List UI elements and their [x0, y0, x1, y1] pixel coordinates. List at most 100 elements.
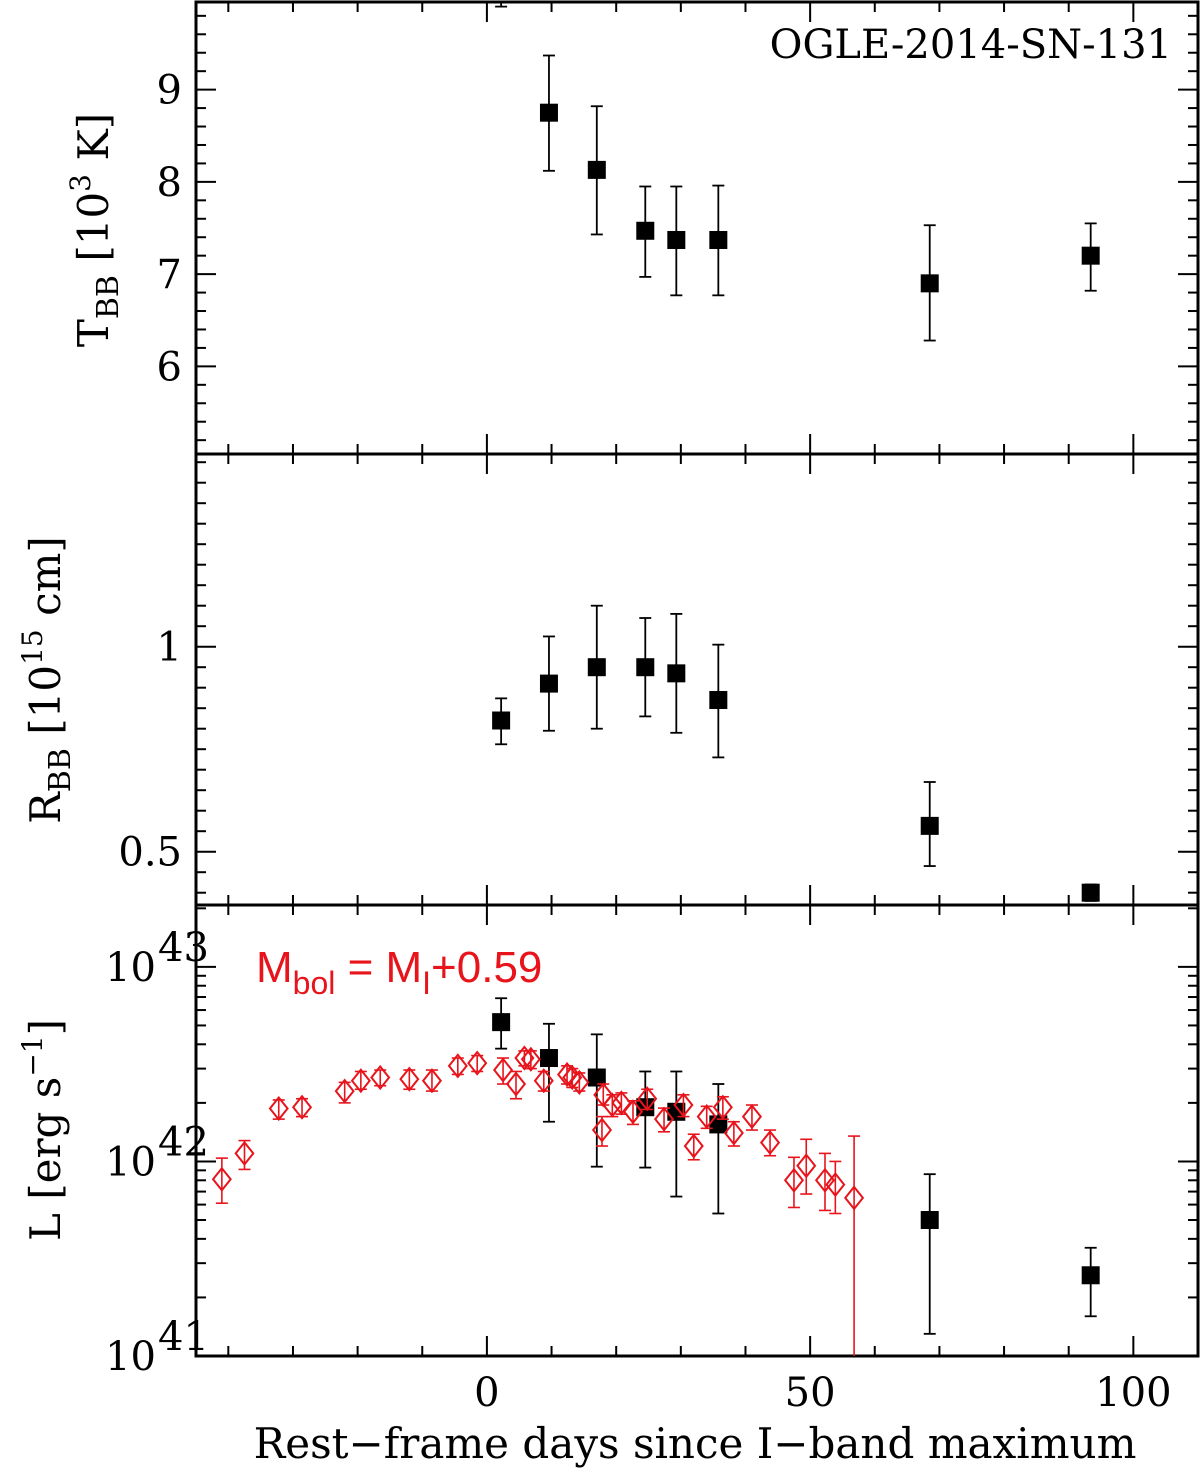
data-point-square [667, 664, 686, 683]
y-tick-label: 9 [157, 68, 182, 114]
data-point-diamond [533, 1068, 554, 1094]
data-point-square [539, 1049, 558, 1068]
mbol-label-sub1: bol [293, 965, 336, 1001]
data-point-diamond [759, 1129, 781, 1156]
data-point-diamond [520, 1046, 541, 1072]
ylabel-radius-sup: 15 [16, 629, 49, 665]
data-point-square [709, 1115, 728, 1134]
data-point-diamond [505, 1071, 527, 1097]
data-point-square [1081, 883, 1100, 902]
data-point-diamond [268, 1095, 289, 1122]
panel-middle-frame [194, 452, 1200, 907]
object-annotation: OGLE-2014-SN-131 [770, 22, 1172, 68]
data-marks [211, 2, 1100, 1356]
data-point-diamond [696, 1104, 717, 1130]
data-point-square [636, 658, 655, 677]
x-tick-label: 50 [785, 1370, 836, 1416]
data-point-square [587, 160, 606, 179]
y-tick-label: 7 [157, 252, 182, 298]
mbol-label-mid: = M [335, 943, 422, 992]
data-point-diamond [421, 1068, 443, 1094]
mbol-label-sub2: I [422, 965, 431, 1001]
ylabel-temperature-tail1: [10 [69, 192, 118, 275]
data-point-square [539, 103, 558, 122]
ylabel-radius-tail2: cm] [21, 536, 70, 629]
data-point-diamond [622, 1099, 644, 1125]
data-point-diamond [492, 1057, 514, 1083]
data-point-diamond [234, 1140, 255, 1166]
data-point-diamond [591, 1117, 613, 1143]
y-tick-label-exponent: 43 [158, 925, 209, 971]
data-point-square [492, 1013, 511, 1032]
data-point-square [667, 230, 686, 249]
data-point-square [709, 230, 728, 249]
data-point-diamond [796, 1153, 817, 1179]
data-point-square [492, 711, 511, 730]
y-tick-label: 10 [105, 1139, 156, 1185]
panel-bottom-frame [194, 903, 1200, 1358]
y-tick-label-exponent: 42 [158, 1119, 209, 1165]
data-point-diamond [637, 1086, 658, 1112]
ylabel-radius-sub: BB [43, 748, 78, 792]
data-point-square [667, 1102, 686, 1121]
data-point-diamond [291, 1094, 313, 1120]
mbol-label-tail: +0.59 [431, 943, 542, 992]
data-point-square [636, 221, 655, 240]
data-point-diamond [370, 1064, 391, 1091]
data-point-square [587, 658, 606, 677]
ylabel-temperature-main: T [69, 319, 118, 347]
data-point-diamond [611, 1090, 632, 1116]
ylabel-temperature-tail2: K] [69, 113, 118, 174]
ylabel-luminosity: L [erg s−1] [16, 1019, 70, 1241]
data-point-diamond [741, 1104, 763, 1130]
data-point-diamond [447, 1053, 468, 1079]
mbol-label-main: M [256, 943, 293, 992]
data-point-diamond [602, 1092, 623, 1118]
ylabel-luminosity-main: L [erg s [21, 1077, 70, 1241]
ylabel-radius-main: R [21, 791, 70, 824]
data-point-diamond [569, 1069, 590, 1095]
data-point-diamond [783, 1167, 805, 1193]
data-point-diamond [467, 1050, 488, 1076]
data-point-square [709, 691, 728, 709]
ylabel-temperature-sub: BB [91, 275, 126, 319]
data-point-diamond [211, 1166, 232, 1192]
ylabel-temperature: TBB [103 K] [64, 113, 126, 347]
x-tick-label: 100 [1095, 1370, 1171, 1416]
ylabel-temperature-sup: 3 [64, 174, 97, 192]
axis-ticks [196, 2, 1199, 1357]
y-tick-label: 0.5 [118, 830, 182, 876]
ylabel-luminosity-sup: −1 [16, 1035, 49, 1076]
data-point-square [920, 816, 939, 835]
data-point-square [1081, 246, 1100, 265]
data-point-diamond [673, 1092, 694, 1118]
ylabel-luminosity-tail: ] [21, 1019, 70, 1035]
data-point-square [587, 1068, 606, 1087]
data-point-diamond [825, 1172, 846, 1198]
data-point-diamond [844, 1185, 865, 1211]
data-point-square [920, 1211, 939, 1230]
y-tick-label: 1 [157, 625, 182, 671]
y-tick-label: 10 [105, 1334, 156, 1380]
data-point-square [1081, 1266, 1100, 1285]
xlabel: Rest−frame days since I−band maximum [254, 1419, 1137, 1468]
data-point-diamond [683, 1133, 704, 1159]
data-point-diamond [814, 1167, 836, 1193]
ylabel-radius: RBB [1015 cm] [16, 536, 78, 824]
y-tick-label-exponent: 41 [158, 1314, 209, 1360]
data-point-square [539, 674, 558, 693]
data-point-diamond [350, 1068, 371, 1094]
mbol-label: Mbol = MI+0.59 [256, 943, 542, 1001]
x-tick-label: 0 [474, 1370, 499, 1416]
data-point-diamond [712, 1094, 733, 1120]
data-point-diamond [723, 1120, 744, 1146]
panel-top-frame [194, 0, 1200, 456]
data-point-square [920, 274, 939, 293]
y-tick-label: 6 [157, 344, 182, 390]
y-tick-label: 10 [105, 945, 156, 991]
ylabel-radius-tail1: [10 [21, 665, 70, 748]
data-point-diamond [334, 1078, 355, 1104]
data-point-diamond [653, 1106, 675, 1132]
